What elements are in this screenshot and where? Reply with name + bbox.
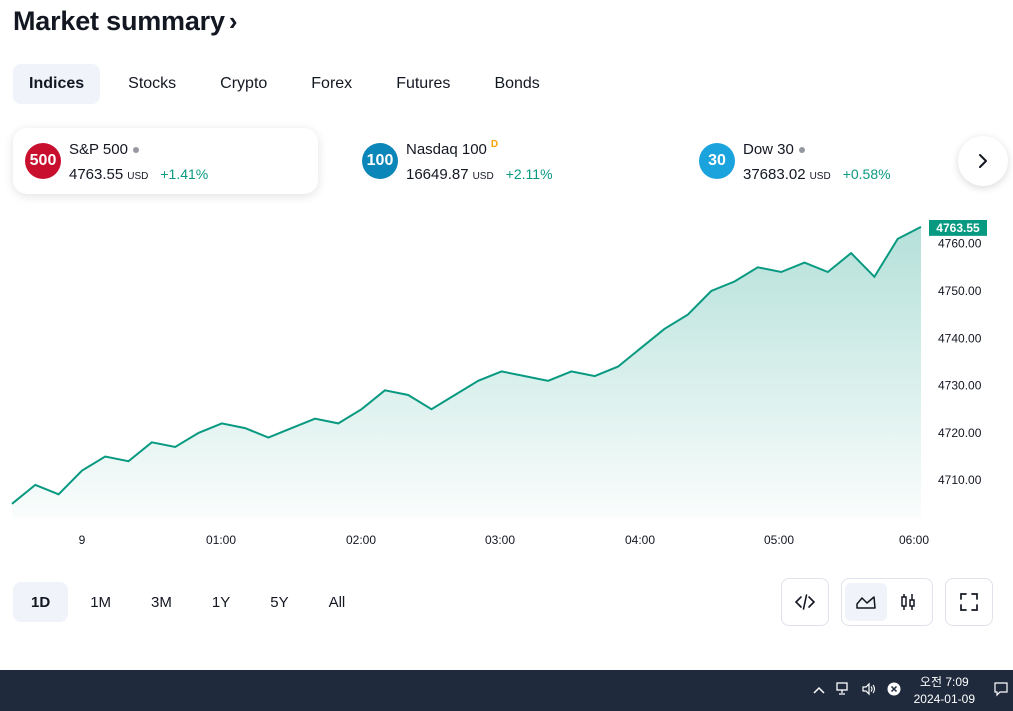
dow30-badge: 30 — [699, 143, 735, 179]
card-value: 37683.02 — [743, 165, 806, 183]
tab-indices[interactable]: Indices — [13, 64, 101, 104]
tab-forex[interactable]: Forex — [311, 75, 353, 92]
volume-icon[interactable] — [861, 682, 877, 699]
clock-time: 오전 7:09 — [919, 674, 969, 689]
x-tick-label: 04:00 — [625, 533, 655, 547]
sp500-badge: 500 — [25, 143, 61, 179]
clock-date: 2024-01-09 — [913, 691, 975, 706]
y-tick-label: 4720.00 — [938, 426, 982, 440]
delayed-marker: D — [490, 139, 499, 150]
category-tabs: Indices Stocks Crypto Forex Futures Bond… — [13, 64, 568, 104]
price-chart[interactable]: 4760.00 4750.00 4740.00 4730.00 4720.00 4710.… — [0, 220, 1013, 560]
code-icon — [794, 594, 816, 610]
candle-chart-button[interactable] — [887, 583, 929, 621]
chart-type-toggle — [841, 578, 933, 626]
candlestick-icon — [901, 594, 915, 610]
y-axis: 4760.00 4750.00 4740.00 4730.00 4720.00 4710.… — [938, 237, 982, 488]
index-cards: 500 S&P 500 4763.55 USD +1.41% 100 Nasda… — [13, 128, 1013, 194]
y-tick-label: 4760.00 — [938, 237, 982, 251]
tab-futures[interactable]: Futures — [396, 75, 451, 92]
market-closed-dot-icon — [132, 146, 139, 153]
fullscreen-icon — [960, 593, 978, 611]
tab-stocks[interactable]: Stocks — [128, 75, 177, 92]
y-tick-label: 4740.00 — [938, 331, 982, 345]
card-currency: USD — [472, 170, 494, 182]
range-1y[interactable]: 1Y — [211, 593, 231, 611]
embed-button[interactable] — [781, 578, 829, 626]
card-sp500[interactable]: 500 S&P 500 4763.55 USD +1.41% — [13, 128, 318, 194]
range-selector: 1D 1M 3M 1Y 5Y All — [13, 582, 367, 622]
y-tick-label: 4710.00 — [938, 473, 982, 487]
taskbar-clock[interactable]: 오전 7:09 2024-01-09 — [914, 674, 975, 708]
windows-taskbar: 오전 7:09 2024-01-09 — [0, 670, 1013, 711]
price-line — [11, 226, 922, 505]
nasdaq100-badge: 100 — [362, 143, 398, 179]
card-change: +0.58% — [842, 165, 891, 182]
market-closed-dot-icon — [798, 146, 805, 153]
tab-bonds[interactable]: Bonds — [494, 75, 540, 92]
card-change: +1.41% — [160, 165, 209, 182]
card-name: Dow 30 — [743, 141, 794, 158]
last-price-label: 4763.55 — [929, 220, 987, 236]
x-tick-label: 02:00 — [346, 533, 376, 547]
chevron-right-icon: › — [228, 6, 238, 36]
card-nasdaq100[interactable]: 100 Nasdaq 100 D 16649.87 USD +2.11% — [350, 128, 655, 194]
x-tick-label: 9 — [79, 533, 86, 547]
tab-crypto[interactable]: Crypto — [220, 75, 268, 92]
close-circle-icon[interactable] — [887, 682, 901, 699]
chevron-up-icon[interactable] — [813, 683, 825, 698]
range-5y[interactable]: 5Y — [270, 593, 289, 611]
range-all[interactable]: All — [328, 593, 346, 611]
price-area — [12, 226, 921, 518]
chevron-right-icon — [979, 154, 987, 168]
x-tick-label: 06:00 — [899, 533, 929, 547]
card-value: 4763.55 — [69, 165, 124, 183]
card-name: S&P 500 — [69, 141, 128, 158]
card-value: 16649.87 — [406, 165, 469, 183]
next-cards-button[interactable] — [958, 136, 1008, 186]
last-price-text: 4763.55 — [936, 221, 980, 235]
last-price-badge — [929, 220, 987, 236]
range-1m[interactable]: 1M — [90, 593, 112, 611]
system-tray: 오전 7:09 2024-01-09 — [808, 670, 1013, 711]
range-3m[interactable]: 3M — [151, 593, 172, 611]
x-tick-label: 01:00 — [206, 533, 236, 547]
area-chart-icon — [856, 596, 876, 609]
y-tick-label: 4750.00 — [938, 284, 982, 298]
area-chart-button[interactable] — [845, 583, 887, 621]
range-1d[interactable]: 1D — [13, 582, 69, 622]
card-currency: USD — [127, 170, 149, 182]
x-tick-label: 03:00 — [485, 533, 515, 547]
page-title[interactable]: Market summary › — [13, 6, 237, 37]
fullscreen-button[interactable] — [945, 578, 993, 626]
network-icon[interactable] — [835, 682, 851, 699]
title-text: Market summary — [13, 6, 225, 36]
card-currency: USD — [809, 170, 831, 182]
notification-icon[interactable] — [994, 681, 1008, 700]
card-change: +2.11% — [505, 165, 553, 182]
x-axis: 9 01:00 02:00 03:00 04:00 05:00 06:00 — [79, 533, 930, 547]
y-tick-label: 4730.00 — [938, 379, 982, 393]
card-dow30[interactable]: 30 Dow 30 37683.02 USD +0.58% — [687, 128, 992, 194]
x-tick-label: 05:00 — [764, 533, 794, 547]
card-name: Nasdaq 100 — [406, 141, 487, 158]
